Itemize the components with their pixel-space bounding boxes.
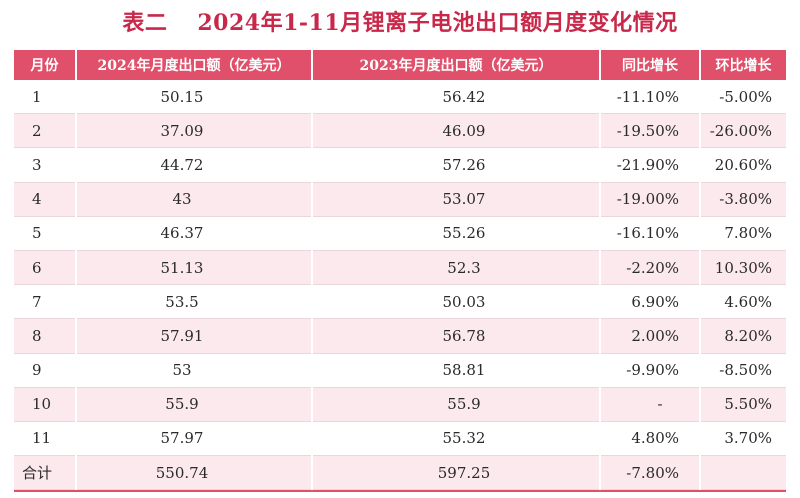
cell-total-yoy: -7.80%: [600, 455, 701, 491]
cell-month: 3: [14, 147, 77, 183]
cell-month: 1: [14, 80, 77, 115]
cell-mom: -5.00%: [700, 80, 786, 115]
table-row: 3 44.72 57.26 -21.90% 20.60%: [14, 147, 786, 183]
cell-month: 7: [14, 284, 77, 320]
cell-yoy: 6.90%: [600, 284, 701, 320]
cell-yoy: -16.10%: [600, 216, 701, 251]
cell-mom: -26.00%: [700, 113, 786, 149]
cell-mom: -3.80%: [700, 182, 786, 217]
table-row: 10 55.9 55.9 - 5.50%: [14, 387, 786, 422]
cell-total-export-2023: 597.25: [312, 455, 601, 491]
header-row: 月份 2024年月度出口额（亿美元） 2023年月度出口额（亿美元） 同比增长 …: [14, 50, 786, 80]
cell-total-export-2024: 550.74: [76, 455, 313, 491]
table-row: 5 46.37 55.26 -16.10% 7.80%: [14, 216, 786, 251]
cell-month: 4: [14, 182, 77, 217]
table-number-label: 表二: [122, 10, 168, 36]
cell-export-2024: 57.97: [76, 421, 313, 457]
table-body: 1 50.15 56.42 -11.10% -5.00% 2 37.09 46.…: [14, 80, 786, 491]
cell-export-2023: 46.09: [312, 113, 601, 149]
cell-month: 9: [14, 353, 77, 388]
header-mom: 环比增长: [700, 50, 786, 80]
cell-export-2023: 57.26: [312, 147, 601, 183]
header-month: 月份: [14, 50, 77, 80]
cell-month: 10: [14, 387, 77, 422]
cell-mom: 5.50%: [700, 387, 786, 422]
cell-mom: 7.80%: [700, 216, 786, 251]
cell-month: 8: [14, 318, 77, 354]
cell-export-2024: 55.9: [76, 387, 313, 422]
cell-mom: 3.70%: [700, 421, 786, 457]
table-row: 1 50.15 56.42 -11.10% -5.00%: [14, 80, 786, 115]
cell-month: 2: [14, 113, 77, 149]
cell-export-2024: 43: [76, 182, 313, 217]
export-table: 月份 2024年月度出口额（亿美元） 2023年月度出口额（亿美元） 同比增长 …: [14, 50, 786, 491]
cell-export-2023: 58.81: [312, 353, 601, 388]
header-export-2024: 2024年月度出口额（亿美元）: [76, 50, 313, 80]
cell-yoy: -19.50%: [600, 113, 701, 149]
cell-export-2023: 53.07: [312, 182, 601, 217]
cell-mom: -8.50%: [700, 353, 786, 388]
cell-export-2023: 52.3: [312, 250, 601, 286]
bottom-rule: [14, 490, 786, 493]
table-header: 月份 2024年月度出口额（亿美元） 2023年月度出口额（亿美元） 同比增长 …: [14, 50, 786, 80]
cell-yoy: -19.00%: [600, 182, 701, 217]
cell-mom: 20.60%: [700, 147, 786, 183]
header-yoy: 同比增长: [600, 50, 701, 80]
cell-export-2023: 50.03: [312, 284, 601, 320]
cell-month: 11: [14, 421, 77, 457]
table-row: 9 53 58.81 -9.90% -8.50%: [14, 353, 786, 388]
cell-yoy: -: [600, 387, 701, 422]
table-title-text: 2024年1-11月锂离子电池出口额月度变化情况: [197, 10, 678, 36]
cell-total-mom: [700, 455, 786, 491]
cell-export-2023: 56.78: [312, 318, 601, 354]
cell-yoy: -2.20%: [600, 250, 701, 286]
table-row: 11 57.97 55.32 4.80% 3.70%: [14, 421, 786, 457]
cell-mom: 8.20%: [700, 318, 786, 354]
cell-month: 5: [14, 216, 77, 251]
cell-export-2023: 55.26: [312, 216, 601, 251]
cell-export-2023: 56.42: [312, 80, 601, 115]
total-row: 合计 550.74 597.25 -7.80%: [14, 455, 786, 491]
cell-mom: 4.60%: [700, 284, 786, 320]
cell-yoy: 4.80%: [600, 421, 701, 457]
cell-export-2024: 50.15: [76, 80, 313, 115]
cell-export-2023: 55.32: [312, 421, 601, 457]
cell-export-2024: 53.5: [76, 284, 313, 320]
cell-export-2024: 44.72: [76, 147, 313, 183]
table-row: 8 57.91 56.78 2.00% 8.20%: [14, 318, 786, 354]
header-export-2023: 2023年月度出口额（亿美元）: [312, 50, 601, 80]
cell-export-2024: 51.13: [76, 250, 313, 286]
table-row: 2 37.09 46.09 -19.50% -26.00%: [14, 113, 786, 149]
cell-yoy: 2.00%: [600, 318, 701, 354]
cell-export-2024: 46.37: [76, 216, 313, 251]
cell-month: 6: [14, 250, 77, 286]
cell-export-2024: 37.09: [76, 113, 313, 149]
table-row: 6 51.13 52.3 -2.20% 10.30%: [14, 250, 786, 286]
cell-export-2024: 53: [76, 353, 313, 388]
table-row: 7 53.5 50.03 6.90% 4.60%: [14, 284, 786, 320]
cell-export-2023: 55.9: [312, 387, 601, 422]
cell-mom: 10.30%: [700, 250, 786, 286]
cell-yoy: -21.90%: [600, 147, 701, 183]
cell-yoy: -9.90%: [600, 353, 701, 388]
cell-export-2024: 57.91: [76, 318, 313, 354]
table-row: 4 43 53.07 -19.00% -3.80%: [14, 182, 786, 217]
table-title: 表二 2024年1-11月锂离子电池出口额月度变化情况: [14, 6, 786, 40]
cell-total-label: 合计: [14, 455, 77, 491]
cell-yoy: -11.10%: [600, 80, 701, 115]
table-container: 月份 2024年月度出口额（亿美元） 2023年月度出口额（亿美元） 同比增长 …: [14, 50, 786, 493]
